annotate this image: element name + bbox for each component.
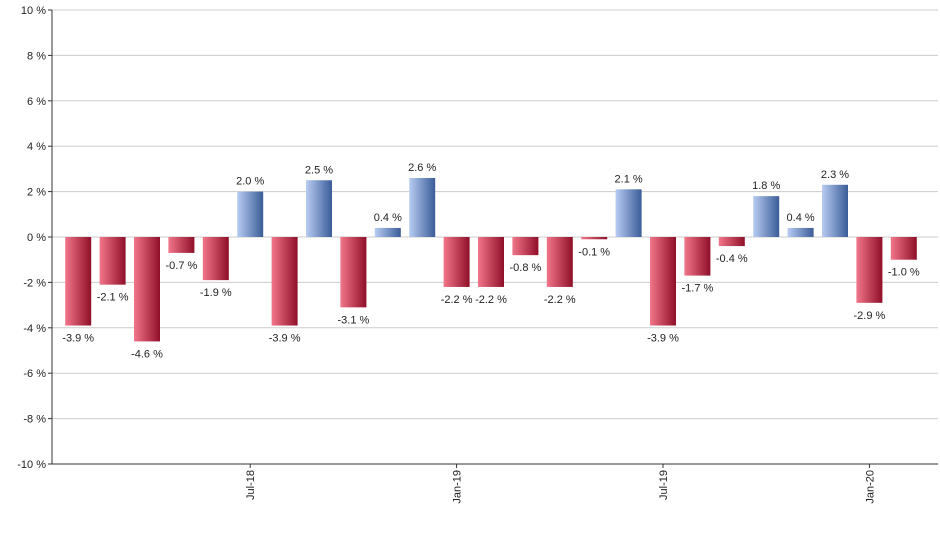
bar bbox=[787, 227, 814, 237]
bar bbox=[753, 196, 780, 237]
bar-value-label: -2.1 % bbox=[97, 292, 129, 304]
data-labels: -3.9 % -2.1 % -4.6 % -0.7 % -1.9 % 2.0 % -3.9 … bbox=[62, 162, 920, 360]
bar bbox=[718, 237, 745, 247]
x-tick-label: Jan-20 bbox=[864, 470, 876, 504]
bar-value-label: 2.0 % bbox=[236, 176, 264, 188]
bar-value-label: -0.8 % bbox=[510, 262, 542, 274]
bar bbox=[650, 237, 676, 326]
bar-value-label: -2.2 % bbox=[475, 294, 507, 306]
bar-value-label: -3.9 % bbox=[647, 333, 679, 345]
bar-value-label: -1.9 % bbox=[200, 287, 232, 299]
bar bbox=[99, 237, 126, 285]
bar-value-label: 2.1 % bbox=[615, 173, 643, 185]
bar bbox=[822, 184, 848, 237]
bar-value-label: 2.6 % bbox=[408, 162, 436, 174]
bar bbox=[512, 237, 539, 256]
y-tick-label: -6 % bbox=[23, 368, 46, 380]
bar bbox=[409, 177, 436, 237]
x-tick-label: Jul-19 bbox=[658, 470, 670, 500]
bar-value-label: -2.9 % bbox=[854, 310, 886, 322]
bar bbox=[340, 237, 367, 308]
bar-value-label: -3.9 % bbox=[62, 333, 94, 345]
bar-value-label: -0.1 % bbox=[578, 246, 610, 258]
bars bbox=[65, 177, 917, 342]
bar bbox=[134, 237, 160, 342]
y-tick-label: -10 % bbox=[17, 459, 46, 471]
bar-value-label: -3.9 % bbox=[269, 333, 301, 345]
bar bbox=[237, 191, 264, 237]
bar bbox=[443, 237, 470, 287]
bar-value-label: 1.8 % bbox=[752, 180, 780, 192]
bar-value-label: 0.4 % bbox=[787, 212, 815, 224]
bar bbox=[478, 237, 504, 287]
bar-value-label: -2.2 % bbox=[544, 294, 576, 306]
bar bbox=[168, 237, 195, 253]
bar-value-label: -0.7 % bbox=[166, 260, 198, 272]
bar bbox=[581, 237, 608, 240]
x-tick-label: Jan-19 bbox=[452, 470, 464, 504]
y-tick-label: -4 % bbox=[23, 323, 46, 335]
axes: 10 % 8 % 6 % 4 % 2 % 0 % -2 % -4 % -6 % -8 % -10 % bbox=[17, 5, 938, 471]
bar bbox=[856, 237, 883, 303]
bar bbox=[615, 189, 642, 237]
bar-value-label: -3.1 % bbox=[338, 314, 370, 326]
bar bbox=[374, 227, 401, 237]
bar bbox=[546, 237, 573, 287]
bar-value-label: 2.3 % bbox=[821, 169, 849, 181]
y-tick-label: 4 % bbox=[27, 141, 46, 153]
y-tick-label: -2 % bbox=[23, 277, 46, 289]
bar-value-label: -4.6 % bbox=[131, 348, 163, 360]
bar-value-label: 2.5 % bbox=[305, 164, 333, 176]
x-tick-label: Jul-18 bbox=[245, 470, 257, 500]
bar-value-label: -0.4 % bbox=[716, 253, 748, 265]
y-tick-label: 10 % bbox=[21, 5, 46, 17]
bar bbox=[202, 237, 229, 281]
y-tick-label: 2 % bbox=[27, 187, 46, 199]
bar bbox=[306, 180, 332, 237]
bar bbox=[890, 237, 917, 260]
bar bbox=[271, 237, 298, 326]
bar-value-label: 0.4 % bbox=[374, 212, 402, 224]
y-tick-label: 0 % bbox=[27, 232, 46, 244]
bar-value-label: -1.7 % bbox=[682, 283, 714, 295]
y-tick-label: 8 % bbox=[27, 50, 46, 62]
bar-value-label: -2.2 % bbox=[441, 294, 473, 306]
bar bbox=[684, 237, 711, 276]
x-tick-labels: Jul-18 Jan-19 Jul-19 Jan-20 bbox=[245, 464, 876, 504]
bar-value-label: -1.0 % bbox=[888, 267, 920, 279]
bar bbox=[65, 237, 92, 326]
y-tick-label: -8 % bbox=[23, 414, 46, 426]
y-tick-label: 6 % bbox=[27, 96, 46, 108]
